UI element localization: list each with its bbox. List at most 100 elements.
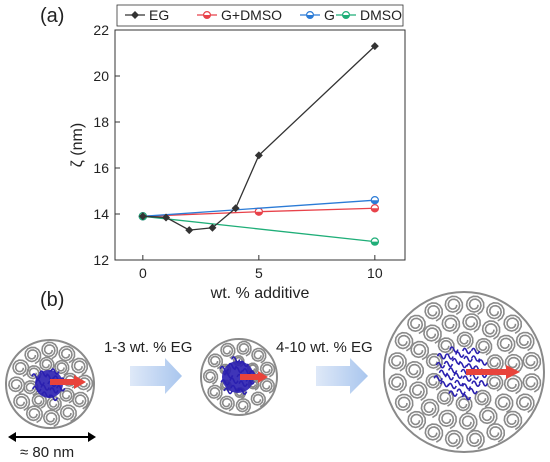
panel-label-a: (a) — [40, 5, 64, 27]
core-chain — [456, 388, 466, 395]
polymer-coil — [486, 354, 504, 372]
core-chain — [444, 353, 454, 360]
data-point — [138, 212, 147, 221]
data-point — [370, 42, 379, 51]
core-chain — [48, 394, 59, 402]
core-chain — [478, 359, 488, 366]
polymer-coil — [486, 373, 504, 392]
core-chain — [470, 355, 481, 362]
polymer-coil — [202, 368, 219, 385]
series-g — [138, 195, 380, 221]
data-point — [231, 204, 240, 213]
core-chain — [454, 379, 464, 387]
core-chain — [230, 356, 241, 363]
data-point — [162, 213, 171, 222]
legend-marker-fill — [203, 15, 211, 19]
polymer-coil — [259, 361, 276, 378]
polymer-coil — [39, 356, 55, 373]
core-chain — [38, 370, 49, 377]
x-axis-label: wt. % additive — [210, 285, 310, 302]
core-chain — [239, 360, 249, 368]
polymer-coil — [515, 331, 535, 352]
plot-frame — [114, 29, 406, 261]
data-point-fill — [371, 200, 379, 204]
polymer-coil — [23, 380, 39, 396]
legend-marker-fill — [306, 15, 314, 19]
legend-label: G+DMSO — [221, 7, 282, 23]
process-arrow-2-shape — [316, 358, 368, 394]
legend-label: G — [324, 7, 335, 23]
y-tick-label: 22 — [93, 22, 109, 38]
polymer-coil — [465, 295, 485, 315]
polymer-coil — [42, 409, 61, 428]
schematic: ≈ 80 nm 1-3 wt. % EG 4-10 wt. % EG — [5, 291, 545, 461]
polymer-coil — [423, 324, 442, 344]
polymer-coil — [236, 340, 252, 357]
polymer-coil — [462, 313, 481, 333]
panel-label-b: (b) — [40, 289, 64, 311]
polymer-coil — [408, 381, 428, 401]
data-point — [254, 151, 263, 160]
legend: EG G+DMSO G DMSO — [116, 4, 404, 27]
legend-entry: DMSO — [336, 7, 402, 23]
legend-entry: EG — [125, 7, 169, 23]
core-chain — [219, 365, 229, 373]
polymer-coil — [8, 376, 26, 395]
x-tick-label: 10 — [367, 265, 383, 281]
core-chain — [223, 372, 234, 379]
series-dmso — [138, 212, 380, 246]
data-point — [208, 223, 217, 232]
legend-box — [116, 4, 404, 27]
polymer-coil — [485, 301, 505, 322]
radius-arrow-head — [506, 365, 520, 379]
core-chain — [462, 375, 472, 382]
polymer-coil — [410, 340, 430, 361]
micelle-large — [383, 291, 545, 453]
polymer-coil — [522, 373, 542, 393]
polymer-coil — [515, 393, 535, 413]
polymer-coil — [420, 398, 440, 419]
radius-arrow-head — [258, 371, 268, 383]
series-g-dmso — [138, 204, 380, 221]
core-chain — [468, 387, 478, 395]
core-chain — [447, 382, 457, 390]
core-chain — [229, 377, 239, 384]
series-eg — [138, 42, 379, 235]
process-arrow-1-label: 1-3 wt. % EG — [104, 339, 192, 356]
core-chain — [49, 387, 59, 394]
series-line — [142, 215, 375, 243]
polymer-coil — [503, 374, 523, 395]
polymer-coil — [503, 314, 523, 334]
core-chain — [223, 387, 233, 395]
x-tick-label: 5 — [255, 265, 263, 281]
series-line — [142, 199, 375, 217]
core-chain — [55, 385, 66, 392]
polymer-coil — [13, 393, 31, 412]
legend-entry: G+DMSO — [197, 7, 282, 23]
y-tick-label: 14 — [93, 206, 109, 222]
core-chain — [438, 369, 449, 377]
polymer-coil — [259, 377, 275, 394]
polymer-coil — [12, 359, 30, 378]
polymer-coil — [46, 395, 62, 412]
x-axis-ticks: 0 5 10 — [139, 255, 383, 281]
polymer-coil — [250, 391, 266, 408]
polymer-coil — [388, 352, 407, 372]
polymer-coil — [25, 405, 43, 424]
polymer-coil — [486, 423, 506, 443]
polymer-coil — [54, 359, 70, 376]
legend-label: DMSO — [360, 7, 402, 23]
core-chain — [436, 352, 447, 360]
polymer-coil — [481, 320, 501, 340]
core-chain — [448, 390, 458, 397]
core-chain — [463, 355, 473, 363]
core-chain — [478, 380, 489, 387]
polymer-coil — [455, 395, 473, 414]
polymer-coil — [441, 314, 461, 335]
core-chain — [461, 393, 472, 401]
polymer-coil — [71, 357, 89, 376]
polymer-coil — [504, 353, 524, 374]
polymer-coil — [59, 404, 77, 423]
series-layer — [138, 42, 380, 246]
core-chain — [439, 380, 450, 388]
